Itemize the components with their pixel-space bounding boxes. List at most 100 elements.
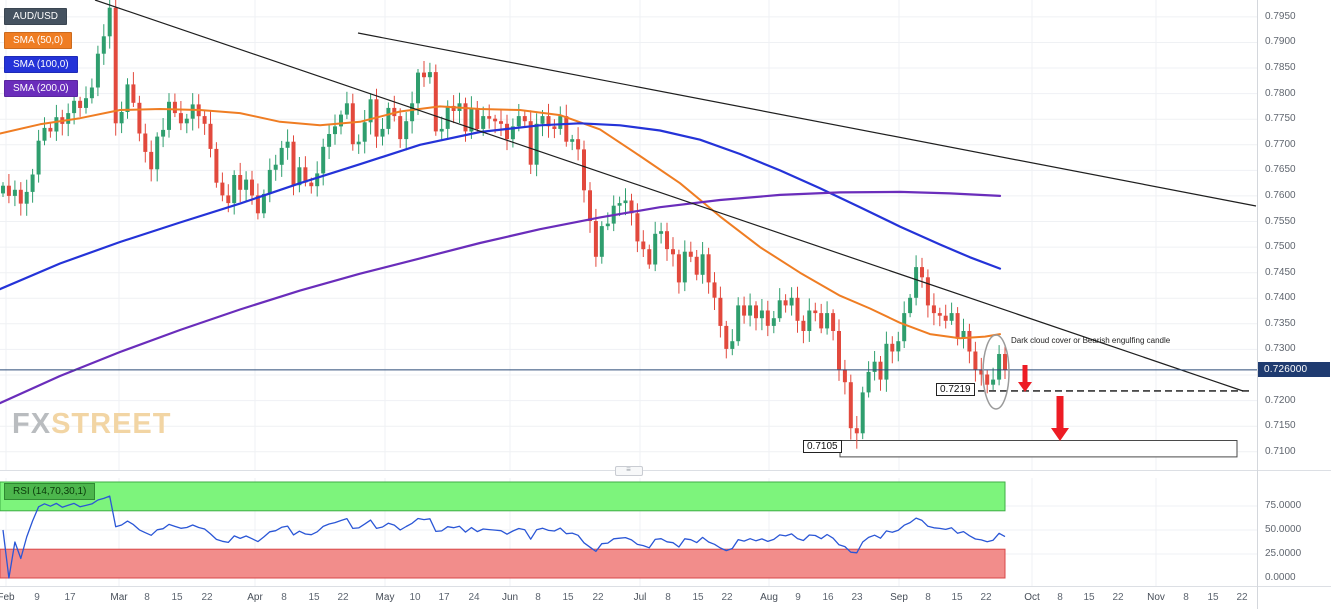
rsi-axis-label: 50.0000 bbox=[1265, 524, 1302, 535]
time-axis-label: 8 bbox=[925, 592, 931, 603]
time-axis-label: Oct bbox=[1024, 592, 1040, 603]
trendline-2[interactable] bbox=[357, 32, 1257, 207]
price-chart-canvas[interactable] bbox=[0, 0, 1257, 470]
price-axis-label: 0.7800 bbox=[1265, 87, 1296, 99]
rsi-line bbox=[2, 495, 1006, 579]
support-zone-box[interactable] bbox=[839, 440, 1238, 458]
symbol-badge[interactable]: AUD/USD bbox=[4, 8, 68, 25]
price-axis-label: 0.7400 bbox=[1265, 292, 1296, 304]
time-axis-label: 22 bbox=[1112, 592, 1124, 603]
rsi-pane[interactable]: RSI (14,70,30,1) bbox=[0, 478, 1257, 586]
price-axis-column[interactable]: 0.7950 0.7900 0.7850 0.7800 0.7750 0.7700 0.76… bbox=[1257, 0, 1331, 609]
rsi-oversold-band bbox=[0, 548, 1006, 579]
time-axis-label: 22 bbox=[980, 592, 992, 603]
price-axis-label: 0.7950 bbox=[1265, 10, 1296, 22]
price-axis-label: 0.7700 bbox=[1265, 138, 1296, 150]
time-axis-label: 9 bbox=[795, 592, 801, 603]
time-axis-label: 16 bbox=[822, 592, 834, 603]
sma-100-line[interactable] bbox=[0, 122, 1002, 291]
red-down-arrow-1[interactable] bbox=[1018, 365, 1032, 392]
price-axis-label: 0.7100 bbox=[1265, 445, 1296, 457]
sma200-badge[interactable]: SMA (200,0) bbox=[4, 80, 78, 97]
time-axis-label: 15 bbox=[562, 592, 574, 603]
time-axis-label: 22 bbox=[201, 592, 213, 603]
time-axis-label: 8 bbox=[665, 592, 671, 603]
time-axis-label: Aug bbox=[760, 592, 778, 603]
time-axis-label: 8 bbox=[281, 592, 287, 603]
rsi-svg[interactable] bbox=[0, 478, 1257, 586]
rsi-overbought-band bbox=[0, 481, 1006, 512]
time-axis-label: 9 bbox=[34, 592, 40, 603]
time-axis-label: Jun bbox=[501, 592, 519, 603]
time-axis-label: 24 bbox=[468, 592, 480, 603]
time-axis-label: 23 bbox=[851, 592, 863, 603]
bearish-pattern-note[interactable]: Dark cloud cover or Bearish engulfing ca… bbox=[1011, 336, 1171, 345]
time-axis-label: May bbox=[375, 592, 395, 603]
time-axis-label: 22 bbox=[721, 592, 733, 603]
zone-price-label[interactable]: 0.7105 bbox=[803, 440, 842, 453]
watermark-fx: FX bbox=[12, 408, 52, 440]
time-axis-label: 15 bbox=[171, 592, 183, 603]
time-axis-label: 17 bbox=[438, 592, 450, 603]
rsi-axis-label: 75.0000 bbox=[1265, 500, 1302, 511]
price-axis-label: 0.7150 bbox=[1265, 420, 1296, 432]
axis-separator-line bbox=[1258, 470, 1331, 471]
time-axis-label: 15 bbox=[1207, 592, 1219, 603]
sma-50-line[interactable] bbox=[0, 105, 1001, 340]
time-axis-label: Apr bbox=[247, 592, 263, 603]
time-axis-label: 8 bbox=[1183, 592, 1189, 603]
time-axis-label: 17 bbox=[64, 592, 76, 603]
time-axis-label: 8 bbox=[535, 592, 541, 603]
rsi-legend-badge[interactable]: RSI (14,70,30,1) bbox=[4, 483, 96, 500]
price-axis-label: 0.7500 bbox=[1265, 241, 1296, 253]
price-axis-label: 0.7550 bbox=[1265, 215, 1296, 227]
sma50-badge[interactable]: SMA (50,0) bbox=[4, 32, 73, 49]
price-axis-label: 0.7900 bbox=[1265, 36, 1296, 48]
main-price-pane[interactable]: FXSTREET AUD/USD SMA (50,0) SMA (100,0) … bbox=[0, 0, 1257, 470]
sma-200-line[interactable] bbox=[0, 190, 1002, 405]
trendline-1[interactable] bbox=[94, 0, 1244, 392]
support-price-label[interactable]: 0.7219 bbox=[936, 383, 975, 396]
time-axis-label: 15 bbox=[1083, 592, 1095, 603]
price-axis-label: 0.7300 bbox=[1265, 343, 1296, 355]
rsi-chart-canvas[interactable] bbox=[0, 478, 1257, 586]
red-down-arrow-2[interactable] bbox=[1051, 396, 1069, 441]
time-axis-label: Feb bbox=[0, 592, 15, 603]
candles bbox=[1, 0, 1007, 449]
time-axis-label: Jul bbox=[633, 592, 647, 603]
time-axis-label: 8 bbox=[144, 592, 150, 603]
time-axis-label: 22 bbox=[592, 592, 604, 603]
pane-resize-handle[interactable]: ≡ bbox=[614, 466, 643, 476]
price-svg[interactable] bbox=[0, 0, 1257, 470]
axis-separator-line-2 bbox=[1258, 586, 1331, 587]
price-axis-label: 0.7200 bbox=[1265, 394, 1296, 406]
time-axis[interactable]: Feb 9 17 Mar 8 15 22 Apr 8 15 22 May 10 17 24 Jun 8 15 22 J… bbox=[0, 586, 1257, 609]
time-axis-label: 22 bbox=[1236, 592, 1248, 603]
time-axis-label: 15 bbox=[308, 592, 320, 603]
time-axis-label: Mar bbox=[110, 592, 128, 603]
price-axis-label: 0.7750 bbox=[1265, 113, 1296, 125]
bearish-candle-ellipse[interactable] bbox=[982, 334, 1010, 410]
time-axis-label: 15 bbox=[692, 592, 704, 603]
pane-separator: ≡ bbox=[0, 466, 1257, 478]
time-axis-label: Nov bbox=[1147, 592, 1165, 603]
price-axis-label: 0.7450 bbox=[1265, 266, 1296, 278]
sma100-badge[interactable]: SMA (100,0) bbox=[4, 56, 78, 73]
rsi-axis[interactable]: 75.0000 50.0000 25.0000 0.0000 bbox=[1258, 478, 1331, 586]
watermark-street: STREET bbox=[51, 408, 172, 440]
price-axis-label: 0.7650 bbox=[1265, 164, 1296, 176]
rsi-axis-label: 0.0000 bbox=[1265, 572, 1296, 583]
price-axis-label: 0.7600 bbox=[1265, 189, 1296, 201]
price-axis-label: 0.7350 bbox=[1265, 317, 1296, 329]
last-price-tag: 0.726000 bbox=[1258, 361, 1330, 377]
rsi-axis-label: 25.0000 bbox=[1265, 548, 1302, 559]
time-axis-label: 15 bbox=[951, 592, 963, 603]
time-axis-label: 22 bbox=[337, 592, 349, 603]
price-axis[interactable]: 0.7950 0.7900 0.7850 0.7800 0.7750 0.7700 0.76… bbox=[1258, 0, 1331, 470]
gridlines bbox=[0, 0, 1257, 470]
fxstreet-watermark: FXSTREET bbox=[12, 408, 171, 441]
time-axis-label: Sep bbox=[890, 592, 908, 603]
time-axis-label: 8 bbox=[1057, 592, 1063, 603]
legend: AUD/USD SMA (50,0) SMA (100,0) SMA (200,… bbox=[4, 8, 78, 104]
